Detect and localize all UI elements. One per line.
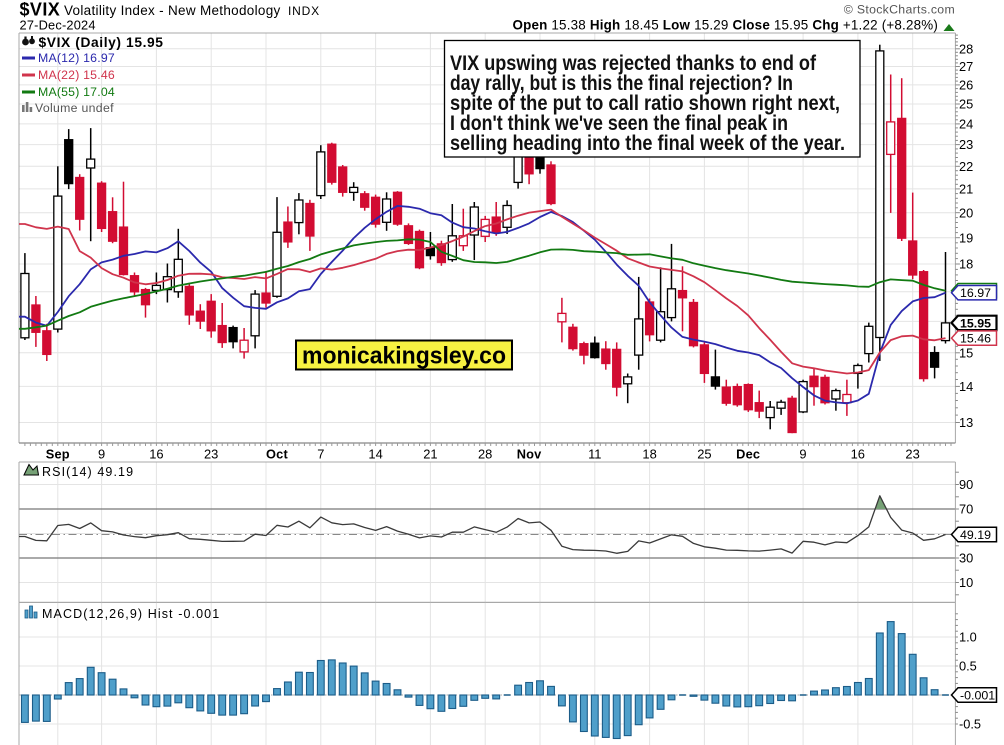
svg-text:27: 27 <box>959 59 973 74</box>
svg-text:$VIX: $VIX <box>20 0 61 20</box>
svg-text:7: 7 <box>317 447 324 462</box>
svg-text:14: 14 <box>368 447 382 462</box>
svg-text:-0.5: -0.5 <box>959 717 981 732</box>
svg-text:spite of the put to call ratio: spite of the put to call ratio shown rig… <box>450 92 840 115</box>
svg-text:Sep: Sep <box>46 447 70 462</box>
svg-text:23: 23 <box>959 137 973 152</box>
svg-text:22: 22 <box>959 159 973 174</box>
svg-text:25: 25 <box>959 97 973 112</box>
svg-text:9: 9 <box>98 447 105 462</box>
svg-text:15.95: 15.95 <box>960 316 991 330</box>
svg-text:I don't think we've seen the f: I don't think we've seen the final peak … <box>450 112 788 135</box>
svg-text:day rally, but is this the fin: day rally, but is this the final rejecti… <box>450 72 793 95</box>
svg-text:Volume undef: Volume undef <box>35 101 114 115</box>
svg-text:14: 14 <box>959 379 973 394</box>
svg-text:25: 25 <box>697 447 711 462</box>
svg-text:Dec: Dec <box>736 447 760 462</box>
svg-text:30: 30 <box>959 551 973 566</box>
svg-text:MA(22) 15.46: MA(22) 15.46 <box>38 68 115 82</box>
svg-text:Oct: Oct <box>266 447 288 462</box>
svg-text:28: 28 <box>478 447 492 462</box>
svg-text:RSI(14) 49.19: RSI(14) 49.19 <box>42 465 134 479</box>
svg-text:13: 13 <box>959 415 973 430</box>
svg-text:28: 28 <box>959 41 973 56</box>
svg-text:15: 15 <box>959 345 973 360</box>
svg-text:Volatility Index - New Methodo: Volatility Index - New Methodology <box>64 3 281 18</box>
svg-text:23: 23 <box>204 447 218 462</box>
svg-text:18: 18 <box>959 257 973 272</box>
svg-text:MACD(12,26,9) Hist -0.001: MACD(12,26,9) Hist -0.001 <box>42 607 220 621</box>
svg-text:21: 21 <box>423 447 437 462</box>
svg-text:9: 9 <box>799 447 806 462</box>
svg-text:-0.001: -0.001 <box>960 688 995 702</box>
svg-text:0.5: 0.5 <box>959 659 977 674</box>
svg-text:27-Dec-2024: 27-Dec-2024 <box>20 18 96 33</box>
svg-text:$VIX (Daily) 15.95: $VIX (Daily) 15.95 <box>39 35 164 50</box>
svg-text:16.97: 16.97 <box>960 286 991 300</box>
svg-text:26: 26 <box>959 78 973 93</box>
svg-text:monicakingsley.co: monicakingsley.co <box>302 343 506 370</box>
svg-text:16: 16 <box>149 447 163 462</box>
svg-text:MA(12) 16.97: MA(12) 16.97 <box>38 51 115 65</box>
svg-text:21: 21 <box>959 182 973 197</box>
svg-text:Nov: Nov <box>517 447 542 462</box>
svg-text:49.19: 49.19 <box>960 528 991 542</box>
svg-text:selling heading into the final: selling heading into the final week of t… <box>450 132 845 155</box>
svg-text:70: 70 <box>959 502 973 517</box>
svg-text:20: 20 <box>959 205 973 220</box>
svg-text:MA(55) 17.04: MA(55) 17.04 <box>38 85 115 99</box>
svg-text:23: 23 <box>905 447 919 462</box>
svg-text:11: 11 <box>588 447 601 462</box>
svg-text:1.0: 1.0 <box>959 630 977 645</box>
svg-text:90: 90 <box>959 477 973 492</box>
svg-text:24: 24 <box>959 117 973 132</box>
svg-text:© StockCharts.com: © StockCharts.com <box>844 3 955 17</box>
svg-text:INDX: INDX <box>288 4 320 18</box>
svg-text:VIX upswing was rejected thank: VIX upswing was rejected thanks to end o… <box>450 52 817 75</box>
svg-text:16: 16 <box>851 447 865 462</box>
svg-text:18: 18 <box>642 447 656 462</box>
svg-text:10: 10 <box>959 575 973 590</box>
svg-text:15.46: 15.46 <box>960 332 991 346</box>
svg-text:19: 19 <box>959 230 973 245</box>
svg-text:Open 15.38 High 18.45 Low 15.2: Open 15.38 High 18.45 Low 15.29 Close 15… <box>512 18 938 33</box>
